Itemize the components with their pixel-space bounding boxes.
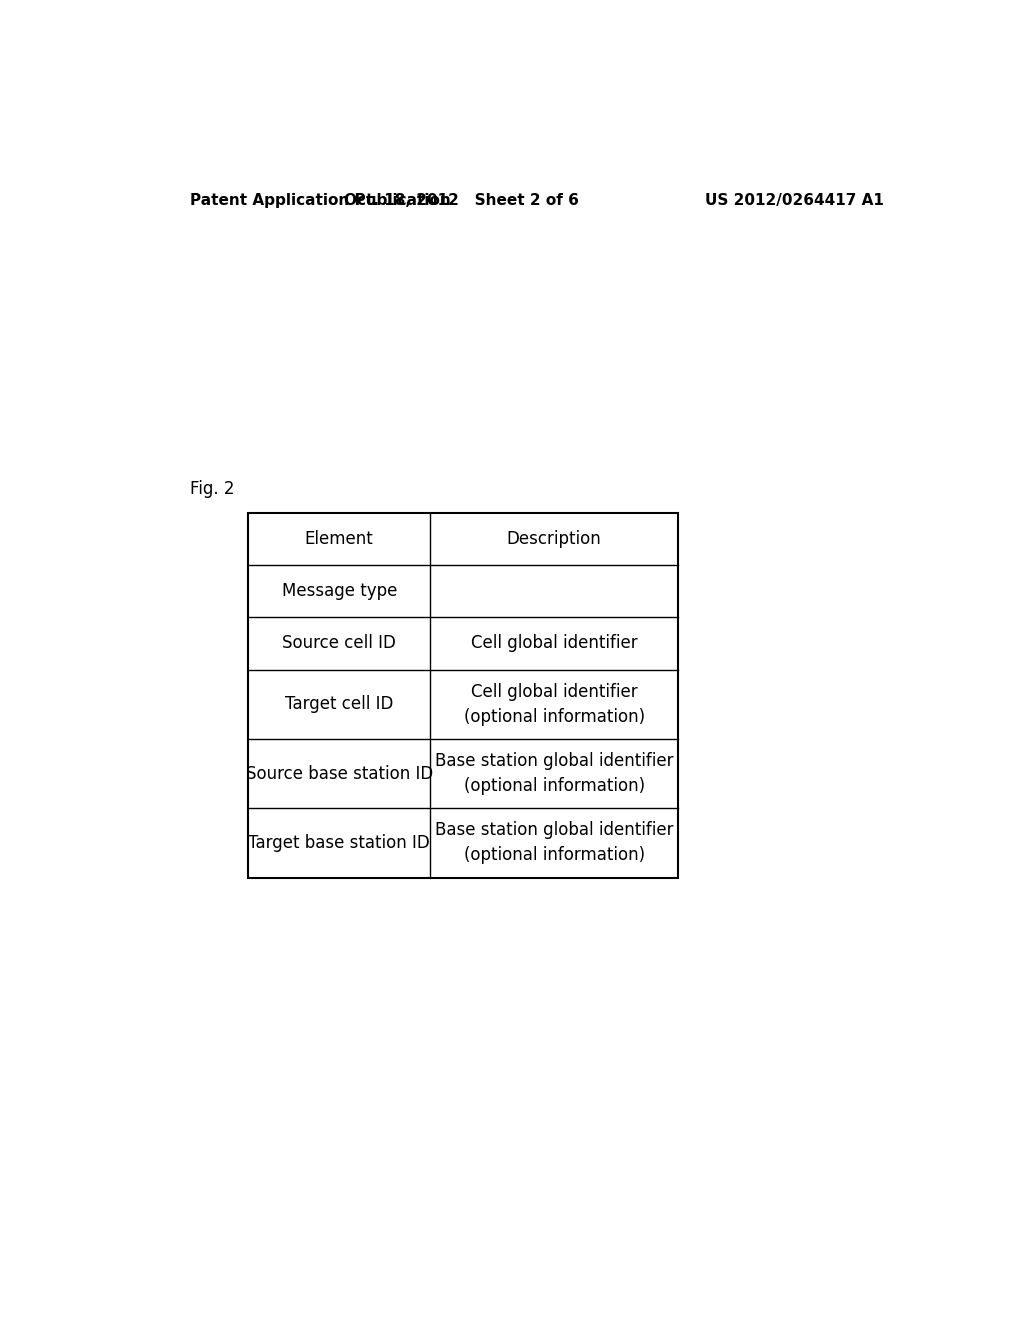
Text: Cell global identifier: Cell global identifier <box>471 635 638 652</box>
Text: Fig. 2: Fig. 2 <box>190 480 234 499</box>
Text: Source cell ID: Source cell ID <box>283 635 396 652</box>
Text: US 2012/0264417 A1: US 2012/0264417 A1 <box>706 193 884 209</box>
Bar <box>248 512 678 878</box>
Text: Target cell ID: Target cell ID <box>285 696 393 713</box>
Text: Base station global identifier
(optional information): Base station global identifier (optional… <box>435 821 674 865</box>
Text: Source base station ID: Source base station ID <box>246 764 433 783</box>
Text: Target base station ID: Target base station ID <box>248 834 430 851</box>
Text: Patent Application Publication: Patent Application Publication <box>190 193 451 209</box>
Text: Base station global identifier
(optional information): Base station global identifier (optional… <box>435 752 674 795</box>
Text: Oct. 18, 2012   Sheet 2 of 6: Oct. 18, 2012 Sheet 2 of 6 <box>344 193 579 209</box>
Text: Element: Element <box>305 529 374 548</box>
Text: Message type: Message type <box>282 582 397 601</box>
Text: Cell global identifier
(optional information): Cell global identifier (optional informa… <box>464 682 645 726</box>
Text: Description: Description <box>507 529 602 548</box>
